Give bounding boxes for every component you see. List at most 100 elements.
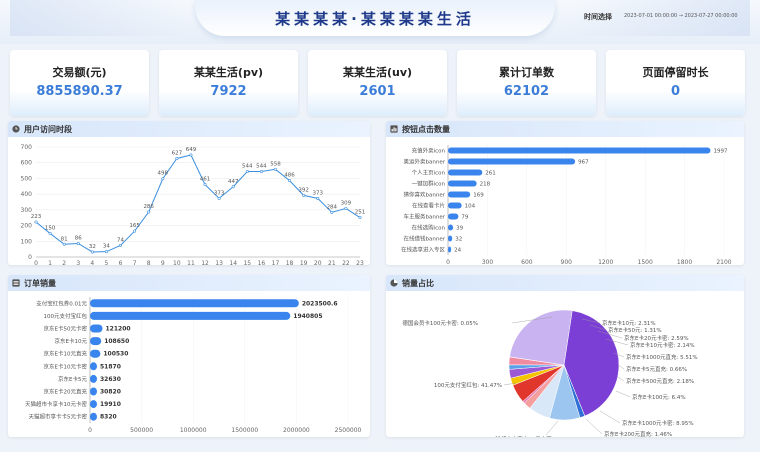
- chart-icon: [390, 125, 398, 133]
- data-point: [273, 167, 277, 171]
- date-range-picker[interactable]: 2023-07-01 00:00:00 → 2023-07-27 00:00:0…: [624, 13, 738, 19]
- data-label: 86: [75, 235, 82, 241]
- category-label: 京东E卡5元: [58, 375, 87, 383]
- x-tick-label: 10: [173, 260, 181, 265]
- category-label: 京东E卡10元直充: [44, 350, 88, 358]
- kpi-card-revenue: 交易额(元) 8855890.37: [10, 50, 149, 116]
- pie-label: 京东E卡100元: 6.4%: [632, 393, 686, 401]
- leader-line: [503, 382, 517, 386]
- data-point: [288, 179, 292, 183]
- leader-line: [615, 390, 631, 398]
- category-label: 一键加群icon: [412, 180, 446, 188]
- pie-icon: [390, 279, 398, 287]
- category-label: 猜你喜欢banner: [404, 191, 446, 199]
- x-tick-label: 15: [243, 260, 251, 265]
- data-label: 150: [45, 225, 56, 231]
- x-tick-label: 16: [258, 260, 266, 265]
- x-tick-label: 600: [521, 259, 533, 265]
- x-tick-label: 0: [88, 427, 92, 434]
- data-point: [76, 241, 80, 245]
- bar: [448, 224, 454, 231]
- data-label: 486: [284, 173, 295, 179]
- data-label: 32630: [100, 376, 121, 383]
- kpi-card-orders: 累计订单数 62102: [457, 50, 596, 116]
- share-pie-chart: 德国会员卡100元卡密: 0.05% 京东E卡10元: 2.31%京东E卡50元:…: [402, 309, 698, 443]
- data-point: [34, 220, 38, 224]
- x-tick-label: 3: [76, 260, 80, 265]
- panel-header: 销量占比: [386, 275, 744, 291]
- leader-line: [511, 316, 553, 324]
- bar: [448, 202, 462, 209]
- data-label: 373: [312, 190, 323, 196]
- bar: [90, 387, 97, 396]
- clicks-bar-chart: 0 300 600 900 1200 1500 1800 2100 充值外卖icon 1997 奥运…: [401, 145, 732, 266]
- bar: [90, 412, 97, 421]
- data-label: 24: [454, 248, 461, 254]
- kpi-label: 累计订单数: [499, 66, 554, 79]
- data-label: 8320: [100, 414, 117, 421]
- data-point: [161, 177, 165, 181]
- data-label: 223: [31, 214, 42, 220]
- bar: [448, 246, 452, 253]
- data-point: [189, 153, 193, 157]
- leader-line: [589, 324, 607, 331]
- data-label: 79: [461, 215, 468, 221]
- bar: [448, 213, 459, 220]
- data-label: 32: [455, 237, 462, 243]
- y-tick-label: 500: [21, 175, 33, 182]
- x-tick-label: 20: [314, 260, 322, 265]
- x-tick-label: 11: [187, 260, 195, 265]
- x-tick-label: 1800: [677, 259, 692, 265]
- bar: [90, 349, 101, 358]
- date-start[interactable]: 2023-07-01 00:00:00: [624, 13, 678, 19]
- x-tick-label: 1200: [598, 259, 613, 265]
- x-tick-label: 0: [34, 260, 38, 265]
- leader-line: [581, 318, 601, 324]
- panel-title: 订单销量: [24, 279, 56, 288]
- data-label: 649: [186, 147, 197, 153]
- panel-clicks: 按钮点击数量 0 300 600 900 1200 1500 1800 2100 充值外卖ico…: [386, 121, 744, 266]
- data-label: 627: [172, 150, 183, 156]
- data-label: 1940805: [293, 313, 322, 320]
- y-tick-label: 0: [28, 254, 32, 261]
- y-tick-label: 300: [21, 207, 33, 214]
- data-label: 39: [456, 226, 463, 232]
- x-tick-label: 1500: [638, 259, 653, 265]
- x-tick-label: 13: [215, 260, 223, 265]
- category-label: 京东E卡20元直充: [44, 388, 88, 396]
- pie-slice: [509, 309, 573, 366]
- header-title-box: [195, 0, 555, 36]
- bar: [448, 169, 483, 176]
- y-tick-label: 600: [21, 160, 33, 167]
- data-point: [344, 206, 348, 210]
- bar: [448, 235, 453, 242]
- data-point: [90, 250, 94, 254]
- category-label: 天猫超市卡享卡10元卡密: [25, 400, 87, 408]
- bar: [448, 158, 576, 165]
- data-point: [175, 156, 179, 160]
- pie-label: 京东E卡10元: 2.31%: [602, 319, 656, 327]
- date-end[interactable]: 2023-07-27 00:00:00: [684, 13, 738, 19]
- data-label: 309: [341, 200, 352, 206]
- x-tick-label: 1: [48, 260, 52, 265]
- pie-label: 京东E卡1000元直充: 5.51%: [626, 353, 698, 361]
- category-label: 京东E卡10元: [55, 337, 88, 345]
- category-label: 天猫超市享卡卡5元卡密: [28, 413, 87, 421]
- category-label: 100元支付宝红包: [44, 312, 88, 320]
- category-label: 京东E卡10元卡密: [44, 362, 88, 370]
- kpi-value: 62102: [503, 84, 550, 99]
- bar: [448, 147, 711, 154]
- data-point: [133, 229, 137, 233]
- category-label: 支付宝红包券0.01元: [36, 299, 87, 307]
- x-tick-label: 300: [482, 259, 494, 265]
- pie-label: 京东E卡50元: 1.31%: [608, 326, 662, 334]
- kpi-card-uv: 某某生活(uv) 2601: [308, 50, 447, 116]
- data-label: 74: [117, 237, 124, 243]
- kpi-value: 2601: [359, 84, 396, 99]
- data-point: [245, 170, 249, 174]
- data-label: 447: [228, 179, 239, 185]
- kpi-card-dwell-time: 页面停留时长 0: [606, 50, 745, 116]
- orders-bar-chart: 0 500000 1000000 1500000 2000000 2500000 支付宝红包…: [25, 297, 362, 434]
- data-label: 169: [473, 193, 484, 199]
- x-tick-label: 2500000: [335, 427, 362, 434]
